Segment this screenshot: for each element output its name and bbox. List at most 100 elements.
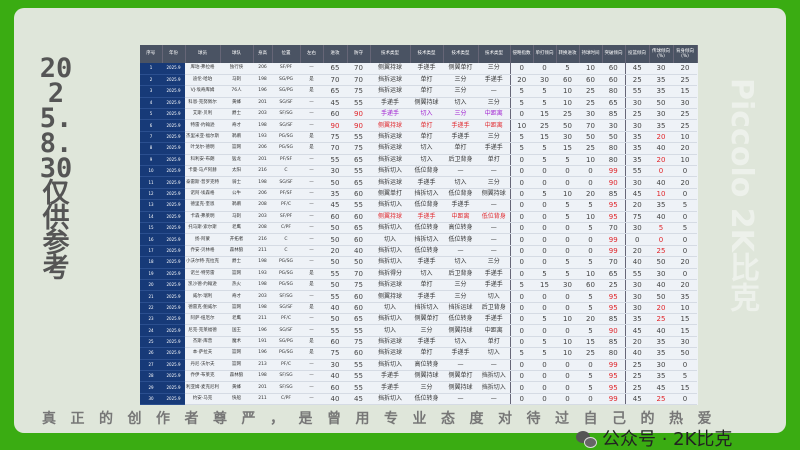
- cell-8: 60: [347, 233, 370, 246]
- cell-2: VJ·埃奇库姆: [185, 85, 220, 98]
- cell-8: 55: [347, 359, 370, 372]
- cell-5: PF/C: [272, 199, 300, 212]
- cell-6: —: [300, 97, 323, 110]
- cell-11: 后卫背身: [443, 154, 478, 167]
- cell-20: 5: [673, 370, 697, 383]
- cell-5: SF/SG: [272, 370, 300, 383]
- cell-6: —: [300, 63, 323, 75]
- cell-13: 0: [509, 165, 533, 178]
- cell-4: 201: [253, 381, 272, 394]
- cell-1: 2025.9: [162, 359, 185, 372]
- cell-13: 5: [509, 142, 533, 155]
- cell-4: 193: [253, 131, 272, 144]
- cell-7: 20: [323, 245, 347, 258]
- cell-6: —: [300, 199, 323, 212]
- cell-12: 单打: [478, 336, 510, 349]
- cell-17: 95: [602, 302, 625, 315]
- cell-20: 10: [673, 302, 697, 315]
- table-row: 6 2025.9 特雷·约翰逊 奇才 198 SG/SF —90 90 侧翼持球 单打 手递手 中距离…: [140, 119, 697, 132]
- cell-8: 60: [347, 211, 370, 223]
- side-date-title: 2025.8.30仅供参考: [39, 53, 73, 284]
- cell-6: —: [300, 176, 323, 189]
- cell-0: 8: [140, 142, 162, 155]
- cell-15: 30: [556, 279, 579, 292]
- cell-20: 20: [673, 279, 697, 292]
- cell-20: 5: [673, 222, 697, 235]
- cell-5: SF/PF: [272, 63, 300, 75]
- cell-2: 杰斯·库普: [185, 336, 220, 349]
- cell-1: 2025.9: [162, 131, 185, 144]
- cell-14: 25: [533, 119, 556, 132]
- cell-7: 75: [323, 131, 347, 144]
- cell-12: 手递手: [478, 268, 510, 280]
- cell-6: —: [300, 108, 323, 121]
- cell-14: 5: [533, 347, 556, 360]
- cell-2: 阿萨·纽厄尔: [185, 313, 220, 326]
- column-header: 技术类型: [370, 45, 411, 63]
- cell-19: 35: [649, 336, 673, 349]
- cell-9: 挡拆运球: [370, 85, 410, 98]
- cell-2: 杰里米亚·福尔斯: [185, 131, 220, 144]
- cell-12: 后卫背身: [478, 302, 510, 315]
- table-row: 10 2025.9 卡曼·马卢阿赫 太阳 216 C —30 55 挡拆切入 低位背身 — —0 0 0 0…: [140, 165, 697, 178]
- cell-15: 0: [556, 359, 579, 372]
- cell-12: 三分: [478, 131, 510, 144]
- cell-16: 25: [579, 97, 602, 110]
- cell-2: 约安·马克: [185, 393, 220, 406]
- cell-14: 5: [533, 154, 556, 167]
- cell-10: 三分: [410, 381, 443, 394]
- cell-3: 森林狼: [220, 370, 253, 383]
- cell-17: 99: [602, 393, 625, 406]
- column-header: 技术类型: [478, 45, 511, 63]
- cell-20: 15: [673, 381, 697, 394]
- cell-17: 95: [602, 211, 625, 223]
- cell-15: 10: [556, 85, 579, 98]
- cell-9: 挡拆切入: [370, 222, 410, 235]
- cell-20: 10: [673, 154, 697, 167]
- cell-11: 切入: [443, 336, 478, 349]
- cell-14: 0: [533, 245, 556, 258]
- cell-0: 14: [140, 211, 162, 223]
- cell-2: 卡曼·马卢阿赫: [185, 165, 220, 178]
- cell-16: 5: [579, 302, 602, 315]
- cell-5: PF/SF: [272, 188, 300, 201]
- table-row: 11 2025.9 泰雷斯·普罗克特 骑士 198 SG/SF —50 65 挡拆运球 手递手 切入…: [140, 176, 697, 189]
- cell-13: 5: [509, 279, 533, 292]
- cell-8: 65: [347, 176, 370, 189]
- cell-17: 65: [602, 97, 625, 110]
- cell-2: 丹尼·沃尔夫: [185, 359, 220, 372]
- cell-7: 70: [323, 74, 347, 87]
- cell-17: 95: [602, 199, 625, 212]
- table-row: 23 2025.9 阿萨·纽厄尔 老鹰 211 PF/C —50 65 挡拆切入 侧翼单打 低位转身…: [140, 313, 697, 326]
- cell-11: 三分: [443, 279, 478, 292]
- cell-11: 切入: [443, 176, 478, 189]
- cell-19: 40: [649, 176, 673, 189]
- cell-2: 乔安·贝林格: [185, 245, 220, 258]
- cell-0: 17: [140, 245, 162, 258]
- cell-13: 20: [509, 74, 533, 87]
- cell-5: PG/SG: [272, 256, 300, 269]
- cell-4: 216: [253, 165, 272, 178]
- cell-8: 65: [347, 154, 370, 167]
- cell-3: 鹈鹕: [220, 131, 253, 144]
- cell-6: 是: [300, 85, 323, 98]
- cell-15: 30: [556, 131, 579, 144]
- cell-14: 0: [533, 256, 556, 269]
- cell-4: 196: [253, 85, 272, 98]
- cell-3: 热火: [220, 279, 253, 292]
- cell-20: 25: [673, 108, 697, 121]
- cell-4: 198: [253, 119, 272, 132]
- table-row: 5 2025.9 艾斯·贝利 爵士 203 SF/SG —60 90 手递手 切入 三分 中距离 0 15…: [140, 108, 697, 121]
- cell-6: —: [300, 290, 323, 303]
- cell-1: 2025.9: [162, 268, 185, 280]
- cell-0: 22: [140, 302, 162, 315]
- table-row: 1 2025.9 库珀·弗拉格 独行侠 206 SF/PF —65 70 侧翼持球 手递手 侧翼单打…: [140, 63, 697, 75]
- cell-19: 35: [649, 119, 673, 132]
- cell-16: 25: [579, 142, 602, 155]
- cell-0: 25: [140, 336, 162, 349]
- cell-8: 90: [347, 119, 370, 132]
- cell-6: —: [300, 211, 323, 223]
- cell-1: 2025.9: [162, 245, 185, 258]
- cell-16: 5: [579, 199, 602, 212]
- cell-12: 中距离: [478, 108, 510, 121]
